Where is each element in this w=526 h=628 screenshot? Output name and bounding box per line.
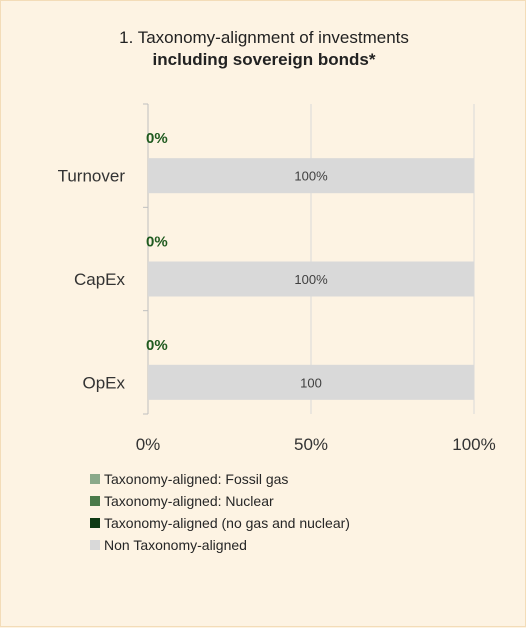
category-label: Turnover xyxy=(58,167,126,186)
legend-label: Taxonomy-aligned (no gas and nuclear) xyxy=(104,515,350,531)
x-tick-label: 50% xyxy=(294,435,328,454)
legend-item: Taxonomy-aligned: Nuclear xyxy=(90,490,350,512)
legend-label: Taxonomy-aligned: Fossil gas xyxy=(104,471,289,487)
category-label: OpEx xyxy=(82,373,125,392)
chart-subtitle: including sovereign bonds* xyxy=(152,50,376,69)
bar-segment-3 xyxy=(148,261,474,297)
chart-title: 1. Taxonomy-alignment of investments xyxy=(119,28,409,47)
aligned-value-label: 0% xyxy=(146,130,168,147)
aligned-value-label: 0% xyxy=(146,234,168,251)
legend-item: Non Taxonomy-aligned xyxy=(90,534,350,556)
aligned-value-label: 0% xyxy=(146,337,168,354)
category-label: CapEx xyxy=(74,270,126,289)
x-tick-label: 0% xyxy=(136,435,161,454)
legend-label: Taxonomy-aligned: Nuclear xyxy=(104,493,274,509)
bar-value-label: 100 xyxy=(300,375,322,390)
bar-segment-3 xyxy=(148,158,474,194)
legend-swatch xyxy=(90,496,100,506)
legend-swatch xyxy=(90,540,100,550)
legend-swatch xyxy=(90,518,100,528)
bar-value-label: 100% xyxy=(294,272,328,287)
bar-value-label: 100% xyxy=(294,169,328,184)
chart-legend: Taxonomy-aligned: Fossil gas Taxonomy-ali… xyxy=(90,468,350,556)
legend-label: Non Taxonomy-aligned xyxy=(104,537,247,553)
legend-swatch xyxy=(90,474,100,484)
legend-item: Taxonomy-aligned: Fossil gas xyxy=(90,468,350,490)
x-tick-label: 100% xyxy=(452,435,495,454)
legend-item: Taxonomy-aligned (no gas and nuclear) xyxy=(90,512,350,534)
bar-segment-3 xyxy=(148,364,474,400)
